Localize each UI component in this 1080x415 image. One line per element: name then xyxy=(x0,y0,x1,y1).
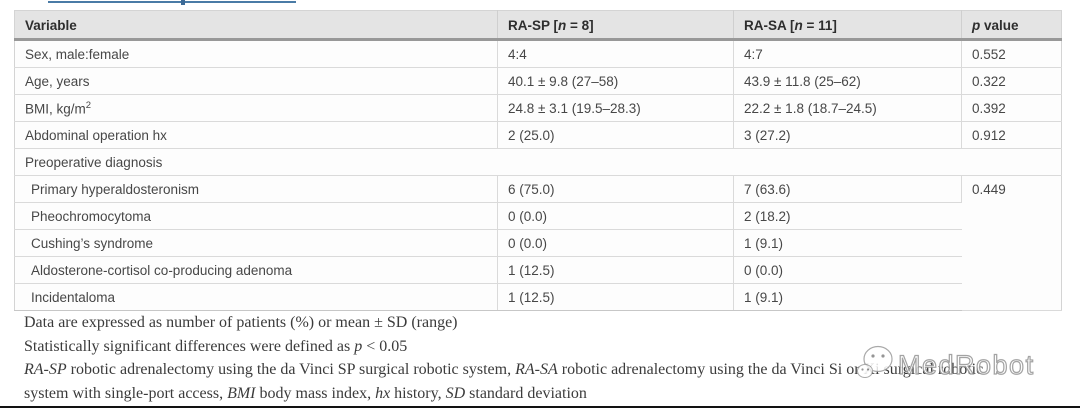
cell-pvalue: 0.392 xyxy=(961,94,1062,122)
cell-variable: BMI, kg/m2 xyxy=(14,94,498,122)
column-header-variable: Variable xyxy=(14,10,498,41)
cell-rasp-value: 24.8 ± 3.1 (19.5–28.3) xyxy=(497,94,734,122)
cell-rasa-value: 0 (0.0) xyxy=(733,256,962,284)
cell-variable: Primary hyperaldosteronism xyxy=(14,175,498,203)
table-row: Incidentaloma 1 (12.5) 1 (9.1) xyxy=(14,283,1062,311)
truncated-link[interactable] xyxy=(48,1,296,3)
cell-rasp-value: 0 (0.0) xyxy=(497,202,734,230)
cell-rasp-value: 4:4 xyxy=(497,39,734,68)
cell-rasp-value: 6 (75.0) xyxy=(497,175,734,203)
cell-pvalue: 0.322 xyxy=(961,67,1062,95)
cell-pvalue: 0.552 xyxy=(961,39,1062,68)
cell-rasa-value: 3 (27.2) xyxy=(733,121,962,149)
cell-rasp-value: 0 (0.0) xyxy=(497,229,734,257)
table-header-row: Variable RA-SP [n = 8] RA-SA [n = 11] p … xyxy=(14,10,1062,41)
cell-variable: Cushing’s syndrome xyxy=(14,229,498,257)
table-row: BMI, kg/m2 24.8 ± 3.1 (19.5–28.3) 22.2 ± 1… xyxy=(14,94,1062,122)
cell-rasp-value: 40.1 ± 9.8 (27–58) xyxy=(497,67,734,95)
cell-variable: Abdominal operation hx xyxy=(14,121,498,149)
footnote-abbreviations-1: RA-SP robotic adrenalectomy using the da… xyxy=(24,361,984,378)
table-row: Abdominal operation hx 2 (25.0) 3 (27.2) 0.… xyxy=(14,121,1062,149)
cell-rasp-value: 1 (12.5) xyxy=(497,256,734,284)
footnote-significance: Statistically significant differences we… xyxy=(24,337,408,355)
cell-section-label: Preoperative diagnosis xyxy=(14,148,1062,176)
cell-rasa-value: 1 (9.1) xyxy=(733,229,962,257)
table-footnotes: Data are expressed as number of patients… xyxy=(24,311,1064,405)
table-row: Aldosterone-cortisol co-producing adenom… xyxy=(14,256,1062,284)
truncated-link-text-remnant xyxy=(181,0,185,5)
footnote-abbreviations-2: system with single-port access, BMI body… xyxy=(24,384,587,402)
cell-rasa-value: 43.9 ± 11.8 (25–62) xyxy=(733,67,962,95)
cell-pvalue: 0.449 xyxy=(961,175,1062,311)
baseline-characteristics-table: Variable RA-SP [n = 8] RA-SA [n = 11] p … xyxy=(14,10,1062,311)
table-row: Age, years 40.1 ± 9.8 (27–58) 43.9 ± 11.8 … xyxy=(14,67,1062,95)
cell-variable: Age, years xyxy=(14,67,498,95)
table-row: Pheochromocytoma 0 (0.0) 2 (18.2) xyxy=(14,202,1062,230)
cell-rasa-value: 7 (63.6) xyxy=(733,175,962,203)
cell-pvalue: 0.912 xyxy=(961,121,1062,149)
cell-rasa-value: 2 (18.2) xyxy=(733,202,962,230)
table-row: Cushing’s syndrome 0 (0.0) 1 (9.1) xyxy=(14,229,1062,257)
cell-rasa-value: 4:7 xyxy=(733,39,962,68)
table-body: Sex, male:female 4:4 4:7 0.552 Age, years 40.… xyxy=(14,39,1062,311)
column-header-rasa: RA-SA [n = 11] xyxy=(733,10,962,41)
column-header-pvalue: p value xyxy=(961,10,1062,41)
cell-rasa-value: 1 (9.1) xyxy=(733,283,962,311)
cell-variable: Incidentaloma xyxy=(14,283,498,311)
table-row: Primary hyperaldosteronism 6 (75.0) 7 (63.… xyxy=(14,175,1062,311)
column-header-rasp: RA-SP [n = 8] xyxy=(497,10,734,41)
cell-rasp-value: 1 (12.5) xyxy=(497,283,734,311)
cell-rasp-value: 2 (25.0) xyxy=(497,121,734,149)
section-row: Preoperative diagnosis xyxy=(14,148,1062,176)
cell-variable: Sex, male:female xyxy=(14,39,498,68)
cell-variable: Pheochromocytoma xyxy=(14,202,498,230)
cell-variable: Aldosterone-cortisol co-producing adenom… xyxy=(14,256,498,284)
bottom-divider xyxy=(0,406,1080,408)
cell-rasa-value: 22.2 ± 1.8 (18.7–24.5) xyxy=(733,94,962,122)
footnote-data-expression: Data are expressed as number of patients… xyxy=(24,314,458,331)
table-row: Sex, male:female 4:4 4:7 0.552 xyxy=(14,39,1062,68)
